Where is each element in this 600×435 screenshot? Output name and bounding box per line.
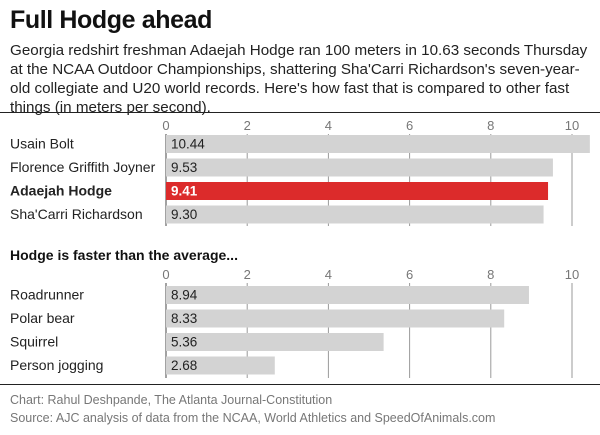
value-label: 8.33 [171, 311, 197, 326]
x-tick-label: 8 [487, 267, 494, 282]
chart-subtitle: Georgia redshirt freshman Adaejah Hodge … [10, 42, 588, 116]
x-tick-label: 0 [162, 267, 169, 282]
bar [166, 309, 505, 328]
bar [166, 205, 544, 224]
x-tick-label: 2 [244, 118, 251, 133]
bar [166, 333, 384, 351]
x-tick-label: 6 [406, 118, 413, 133]
category-label: Florence Griffith Joyner [10, 159, 156, 175]
category-label: Squirrel [10, 334, 58, 350]
category-label: Roadrunner [10, 287, 84, 303]
x-tick-label: 6 [406, 267, 413, 282]
category-label: Sha'Carri Richardson [10, 206, 143, 222]
x-tick-label: 10 [565, 118, 579, 133]
value-label: 10.44 [171, 137, 205, 152]
category-label: Usain Bolt [10, 136, 74, 152]
x-tick-label: 2 [244, 267, 251, 282]
value-label: 9.53 [171, 160, 197, 175]
chart-source: Source: AJC analysis of data from the NC… [10, 411, 496, 425]
divider-bottom [0, 384, 600, 385]
category-label: Person jogging [10, 357, 103, 373]
chart-title: Full Hodge ahead [10, 6, 212, 34]
value-label: 2.68 [171, 358, 197, 373]
value-label: 8.94 [171, 288, 198, 303]
bar [166, 286, 529, 304]
category-label: Adaejah Hodge [10, 183, 112, 199]
x-tick-label: 4 [325, 118, 332, 133]
x-tick-label: 10 [565, 267, 579, 282]
section-title: Hodge is faster than the average... [10, 247, 238, 263]
value-label: 5.36 [171, 335, 197, 350]
x-tick-label: 0 [162, 118, 169, 133]
category-label: Polar bear [10, 310, 75, 326]
divider-top [0, 112, 600, 113]
x-tick-label: 4 [325, 267, 332, 282]
value-label: 9.30 [171, 207, 197, 222]
x-tick-label: 8 [487, 118, 494, 133]
bar [166, 158, 553, 177]
chart-credit: Chart: Rahul Deshpande, The Atlanta Jour… [10, 393, 333, 407]
bar [166, 182, 549, 200]
value-label: 9.41 [171, 184, 198, 199]
bar [166, 356, 275, 375]
bar [166, 135, 590, 153]
